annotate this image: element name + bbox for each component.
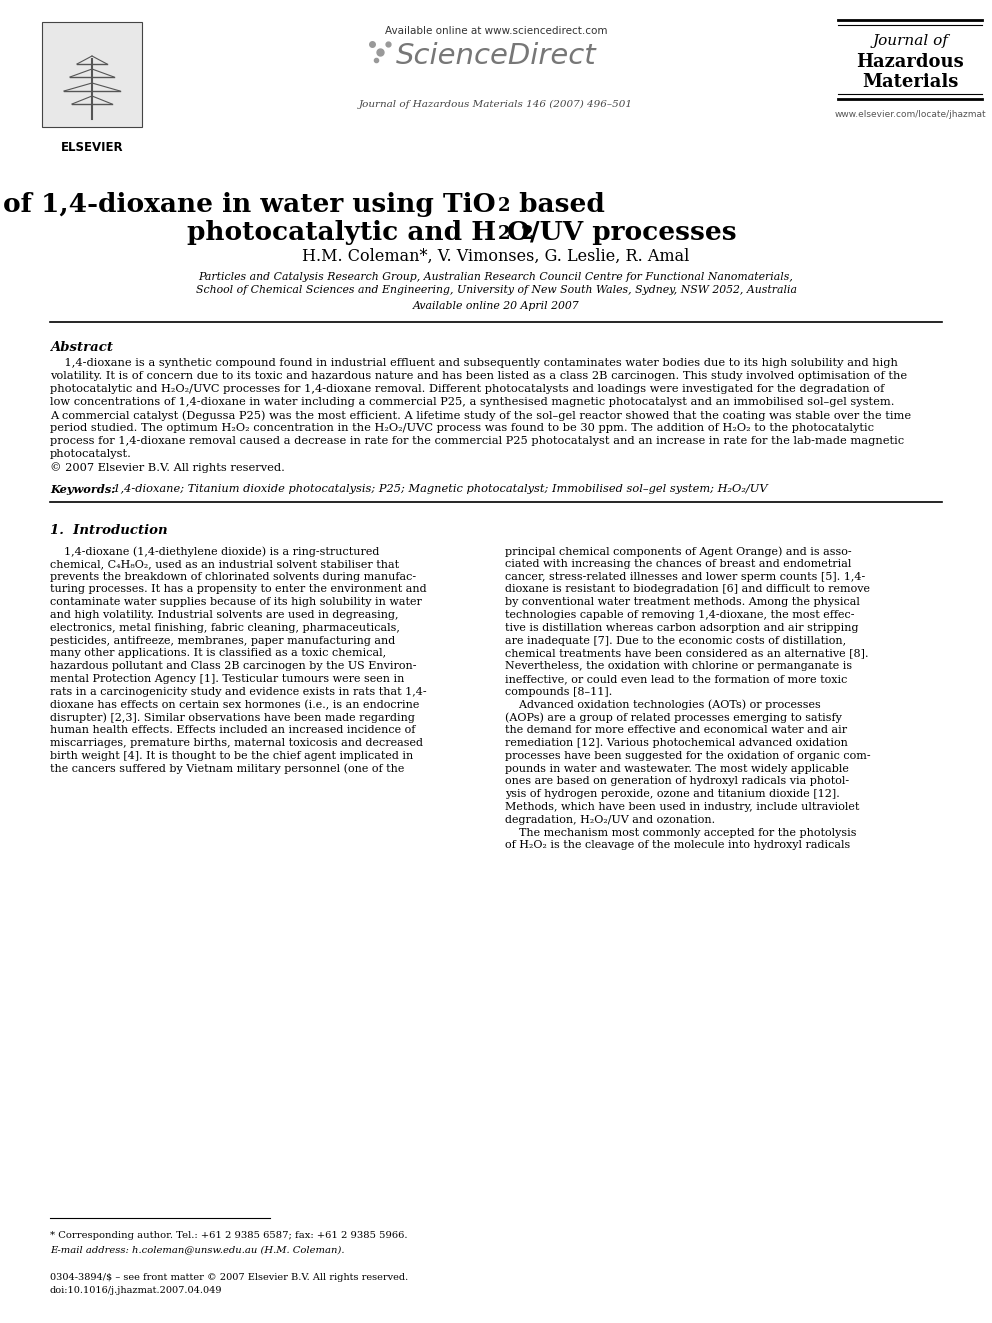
- Text: ELSEVIER: ELSEVIER: [61, 142, 123, 153]
- Text: cancer, stress-related illnesses and lower sperm counts [5]. 1,4-: cancer, stress-related illnesses and low…: [505, 572, 865, 582]
- Text: chemical, C₄H₈O₂, used as an industrial solvent stabiliser that: chemical, C₄H₈O₂, used as an industrial …: [50, 558, 399, 569]
- Text: O: O: [507, 220, 530, 245]
- Text: photocatalyst.: photocatalyst.: [50, 448, 132, 459]
- Text: hazardous pollutant and Class 2B carcinogen by the US Environ-: hazardous pollutant and Class 2B carcino…: [50, 662, 417, 671]
- Text: are inadequate [7]. Due to the economic costs of distillation,: are inadequate [7]. Due to the economic …: [505, 635, 846, 646]
- Text: electronics, metal finishing, fabric cleaning, pharmaceuticals,: electronics, metal finishing, fabric cle…: [50, 623, 400, 632]
- Text: The mechanism most commonly accepted for the photolysis: The mechanism most commonly accepted for…: [505, 828, 856, 837]
- Text: www.elsevier.com/locate/jhazmat: www.elsevier.com/locate/jhazmat: [834, 110, 986, 119]
- Text: ones are based on generation of hydroxyl radicals via photol-: ones are based on generation of hydroxyl…: [505, 777, 849, 786]
- Text: ineffective, or could even lead to the formation of more toxic: ineffective, or could even lead to the f…: [505, 673, 847, 684]
- Text: rats in a carcinogenicity study and evidence exists in rats that 1,4-: rats in a carcinogenicity study and evid…: [50, 687, 427, 697]
- Text: turing processes. It has a propensity to enter the environment and: turing processes. It has a propensity to…: [50, 585, 427, 594]
- Text: contaminate water supplies because of its high solubility in water: contaminate water supplies because of it…: [50, 597, 422, 607]
- Text: Particles and Catalysis Research Group, Australian Research Council Centre for F: Particles and Catalysis Research Group, …: [198, 273, 794, 282]
- Text: photocatalytic and H: photocatalytic and H: [186, 220, 496, 245]
- Text: ScienceDirect: ScienceDirect: [396, 42, 596, 70]
- Text: miscarriages, premature births, maternal toxicosis and decreased: miscarriages, premature births, maternal…: [50, 738, 423, 747]
- Text: of H₂O₂ is the cleavage of the molecule into hydroxyl radicals: of H₂O₂ is the cleavage of the molecule …: [505, 840, 850, 851]
- Text: volatility. It is of concern due to its toxic and hazardous nature and has been : volatility. It is of concern due to its …: [50, 370, 907, 381]
- Text: processes have been suggested for the oxidation of organic com-: processes have been suggested for the ox…: [505, 750, 871, 761]
- Text: Journal of Hazardous Materials 146 (2007) 496–501: Journal of Hazardous Materials 146 (2007…: [359, 101, 633, 108]
- Text: principal chemical components of Agent Orange) and is asso-: principal chemical components of Agent O…: [505, 546, 851, 557]
- Text: period studied. The optimum H₂O₂ concentration in the H₂O₂/UVC process was found: period studied. The optimum H₂O₂ concent…: [50, 423, 874, 433]
- Text: degradation, H₂O₂/UV and ozonation.: degradation, H₂O₂/UV and ozonation.: [505, 815, 715, 824]
- Text: 2: 2: [498, 225, 511, 243]
- Text: disrupter) [2,3]. Similar observations have been made regarding: disrupter) [2,3]. Similar observations h…: [50, 712, 415, 722]
- Text: prevents the breakdown of chlorinated solvents during manufac-: prevents the breakdown of chlorinated so…: [50, 572, 416, 582]
- Text: pesticides, antifreeze, membranes, paper manufacturing and: pesticides, antifreeze, membranes, paper…: [50, 635, 395, 646]
- Text: Materials: Materials: [862, 73, 958, 91]
- Bar: [42, 22, 142, 127]
- Text: dioxane has effects on certain sex hormones (i.e., is an endocrine: dioxane has effects on certain sex hormo…: [50, 700, 420, 710]
- Text: process for 1,4-dioxane removal caused a decrease in rate for the commercial P25: process for 1,4-dioxane removal caused a…: [50, 437, 904, 446]
- Text: tive is distillation whereas carbon adsorption and air stripping: tive is distillation whereas carbon adso…: [505, 623, 858, 632]
- Text: based: based: [510, 192, 605, 217]
- Text: Keywords:: Keywords:: [50, 484, 115, 495]
- Text: ysis of hydrogen peroxide, ozone and titanium dioxide [12].: ysis of hydrogen peroxide, ozone and tit…: [505, 790, 840, 799]
- Text: Methods, which have been used in industry, include ultraviolet: Methods, which have been used in industr…: [505, 802, 859, 812]
- Text: many other applications. It is classified as a toxic chemical,: many other applications. It is classifie…: [50, 648, 386, 659]
- Text: 2: 2: [521, 225, 534, 243]
- Text: 1.  Introduction: 1. Introduction: [50, 524, 168, 537]
- Text: Available online at www.sciencedirect.com: Available online at www.sciencedirect.co…: [385, 26, 607, 36]
- Text: 1,4-dioxane is a synthetic compound found in industrial effluent and subsequentl: 1,4-dioxane is a synthetic compound foun…: [50, 359, 898, 368]
- Text: 0304-3894/$ – see front matter © 2007 Elsevier B.V. All rights reserved.: 0304-3894/$ – see front matter © 2007 El…: [50, 1273, 409, 1282]
- Text: 2: 2: [498, 197, 511, 216]
- Text: remediation [12]. Various photochemical advanced oxidation: remediation [12]. Various photochemical …: [505, 738, 848, 747]
- Text: and high volatility. Industrial solvents are used in degreasing,: and high volatility. Industrial solvents…: [50, 610, 399, 620]
- Text: School of Chemical Sciences and Engineering, University of New South Wales, Sydn: School of Chemical Sciences and Engineer…: [195, 284, 797, 295]
- Text: mental Protection Agency [1]. Testicular tumours were seen in: mental Protection Agency [1]. Testicular…: [50, 673, 405, 684]
- Text: compounds [8–11].: compounds [8–11].: [505, 687, 612, 697]
- Text: doi:10.1016/j.jhazmat.2007.04.049: doi:10.1016/j.jhazmat.2007.04.049: [50, 1286, 222, 1295]
- Text: the cancers suffered by Vietnam military personnel (one of the: the cancers suffered by Vietnam military…: [50, 763, 405, 774]
- Text: 1,4-dioxane; Titanium dioxide photocatalysis; P25; Magnetic photocatalyst; Immob: 1,4-dioxane; Titanium dioxide photocatal…: [106, 484, 768, 493]
- Text: E-mail address: h.coleman@unsw.edu.au (H.M. Coleman).: E-mail address: h.coleman@unsw.edu.au (H…: [50, 1245, 344, 1254]
- Text: technologies capable of removing 1,4-dioxane, the most effec-: technologies capable of removing 1,4-dio…: [505, 610, 854, 620]
- Text: low concentrations of 1,4-dioxane in water including a commercial P25, a synthes: low concentrations of 1,4-dioxane in wat…: [50, 397, 895, 407]
- Text: pounds in water and wastewater. The most widely applicable: pounds in water and wastewater. The most…: [505, 763, 849, 774]
- Text: © 2007 Elsevier B.V. All rights reserved.: © 2007 Elsevier B.V. All rights reserved…: [50, 462, 285, 472]
- Text: Hazardous: Hazardous: [856, 53, 964, 71]
- Text: Journal of: Journal of: [872, 34, 948, 48]
- Text: 1,4-dioxane (1,4-diethylene dioxide) is a ring-structured: 1,4-dioxane (1,4-diethylene dioxide) is …: [50, 546, 379, 557]
- Text: Nevertheless, the oxidation with chlorine or permanganate is: Nevertheless, the oxidation with chlorin…: [505, 662, 852, 671]
- Text: by conventional water treatment methods. Among the physical: by conventional water treatment methods.…: [505, 597, 860, 607]
- Text: ciated with increasing the chances of breast and endometrial: ciated with increasing the chances of br…: [505, 558, 851, 569]
- Text: the demand for more effective and economical water and air: the demand for more effective and econom…: [505, 725, 847, 736]
- Text: human health effects. Effects included an increased incidence of: human health effects. Effects included a…: [50, 725, 416, 736]
- Text: Degradation of 1,4-dioxane in water using TiO: Degradation of 1,4-dioxane in water usin…: [0, 192, 496, 217]
- Text: * Corresponding author. Tel.: +61 2 9385 6587; fax: +61 2 9385 5966.: * Corresponding author. Tel.: +61 2 9385…: [50, 1230, 408, 1240]
- Text: /UV processes: /UV processes: [530, 220, 737, 245]
- Text: Available online 20 April 2007: Available online 20 April 2007: [413, 302, 579, 311]
- Text: Abstract: Abstract: [50, 341, 113, 355]
- Text: birth weight [4]. It is thought to be the chief agent implicated in: birth weight [4]. It is thought to be th…: [50, 750, 414, 761]
- Text: chemical treatments have been considered as an alternative [8].: chemical treatments have been considered…: [505, 648, 869, 659]
- Text: (AOPs) are a group of related processes emerging to satisfy: (AOPs) are a group of related processes …: [505, 712, 842, 722]
- Text: Advanced oxidation technologies (AOTs) or processes: Advanced oxidation technologies (AOTs) o…: [505, 700, 820, 710]
- Text: H.M. Coleman*, V. Vimonses, G. Leslie, R. Amal: H.M. Coleman*, V. Vimonses, G. Leslie, R…: [303, 247, 689, 265]
- Text: dioxane is resistant to biodegradation [6] and difficult to remove: dioxane is resistant to biodegradation […: [505, 585, 870, 594]
- Text: A commercial catalyst (Degussa P25) was the most efficient. A lifetime study of : A commercial catalyst (Degussa P25) was …: [50, 410, 911, 421]
- Text: photocatalytic and H₂O₂/UVC processes for 1,4-dioxane removal. Different photoca: photocatalytic and H₂O₂/UVC processes fo…: [50, 384, 885, 394]
